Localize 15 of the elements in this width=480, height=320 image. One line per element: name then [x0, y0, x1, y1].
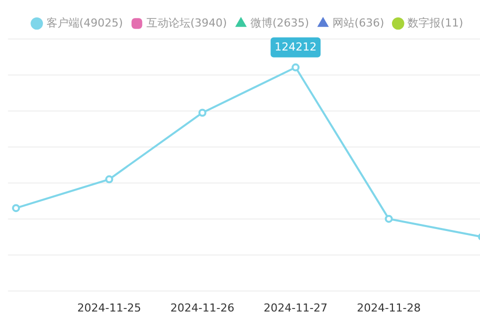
point: [384, 214, 393, 223]
legend-label: 网站(636): [332, 16, 384, 30]
point: [12, 204, 20, 212]
point: [292, 63, 300, 72]
x-tick-label: 2024-11-25: [77, 301, 142, 314]
x-tick-label: 2024-11-28: [356, 301, 421, 314]
legend-label: 客户端(49025): [46, 16, 123, 30]
x-tick-label: 2024-11-26: [170, 301, 234, 314]
legend-label: 互动论坛(3940): [146, 16, 227, 30]
point: [198, 108, 206, 117]
point: [105, 175, 114, 184]
x-tick-label: 2024-11-27: [264, 301, 328, 314]
data-label: 124212: [274, 40, 317, 54]
legend-label: 微博(2635): [250, 16, 310, 30]
legend-label: 数字报(11): [408, 16, 464, 30]
